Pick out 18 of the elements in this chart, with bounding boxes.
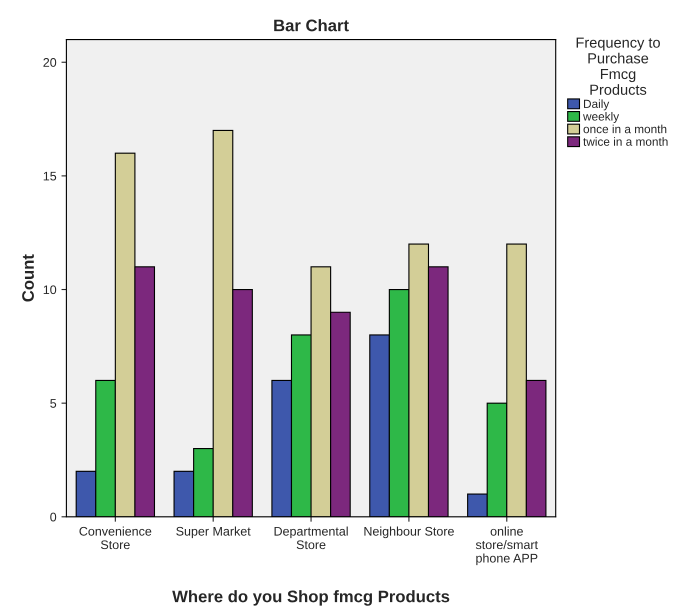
x-tick-label: Departmental Store (274, 526, 348, 550)
legend-title: Frequency to Purchase Fmcg Products (576, 38, 660, 95)
legend-label: Daily (584, 99, 610, 110)
x-tick-label: online store/smart phone APP (476, 526, 538, 566)
legend-label: weekly (583, 112, 620, 123)
chart-title: Bar Chart (274, 19, 349, 32)
legend-label: once in a month (584, 124, 666, 134)
y-tick-label: 15 (44, 172, 56, 181)
x-axis-title: Where do you Shop fmcg Products (172, 590, 450, 606)
x-tick-label: Neighbour Store (364, 526, 454, 538)
x-tick-label: Convenience Store (79, 526, 152, 550)
y-axis-title: Count (22, 254, 34, 302)
legend-label: twice in a month (583, 137, 668, 146)
y-tick-label: 20 (43, 58, 56, 67)
x-tick-label: Super Market (176, 526, 251, 538)
y-tick-label: 0 (50, 512, 56, 522)
y-tick-label: 5 (50, 399, 56, 408)
y-tick-label: 10 (44, 285, 56, 294)
